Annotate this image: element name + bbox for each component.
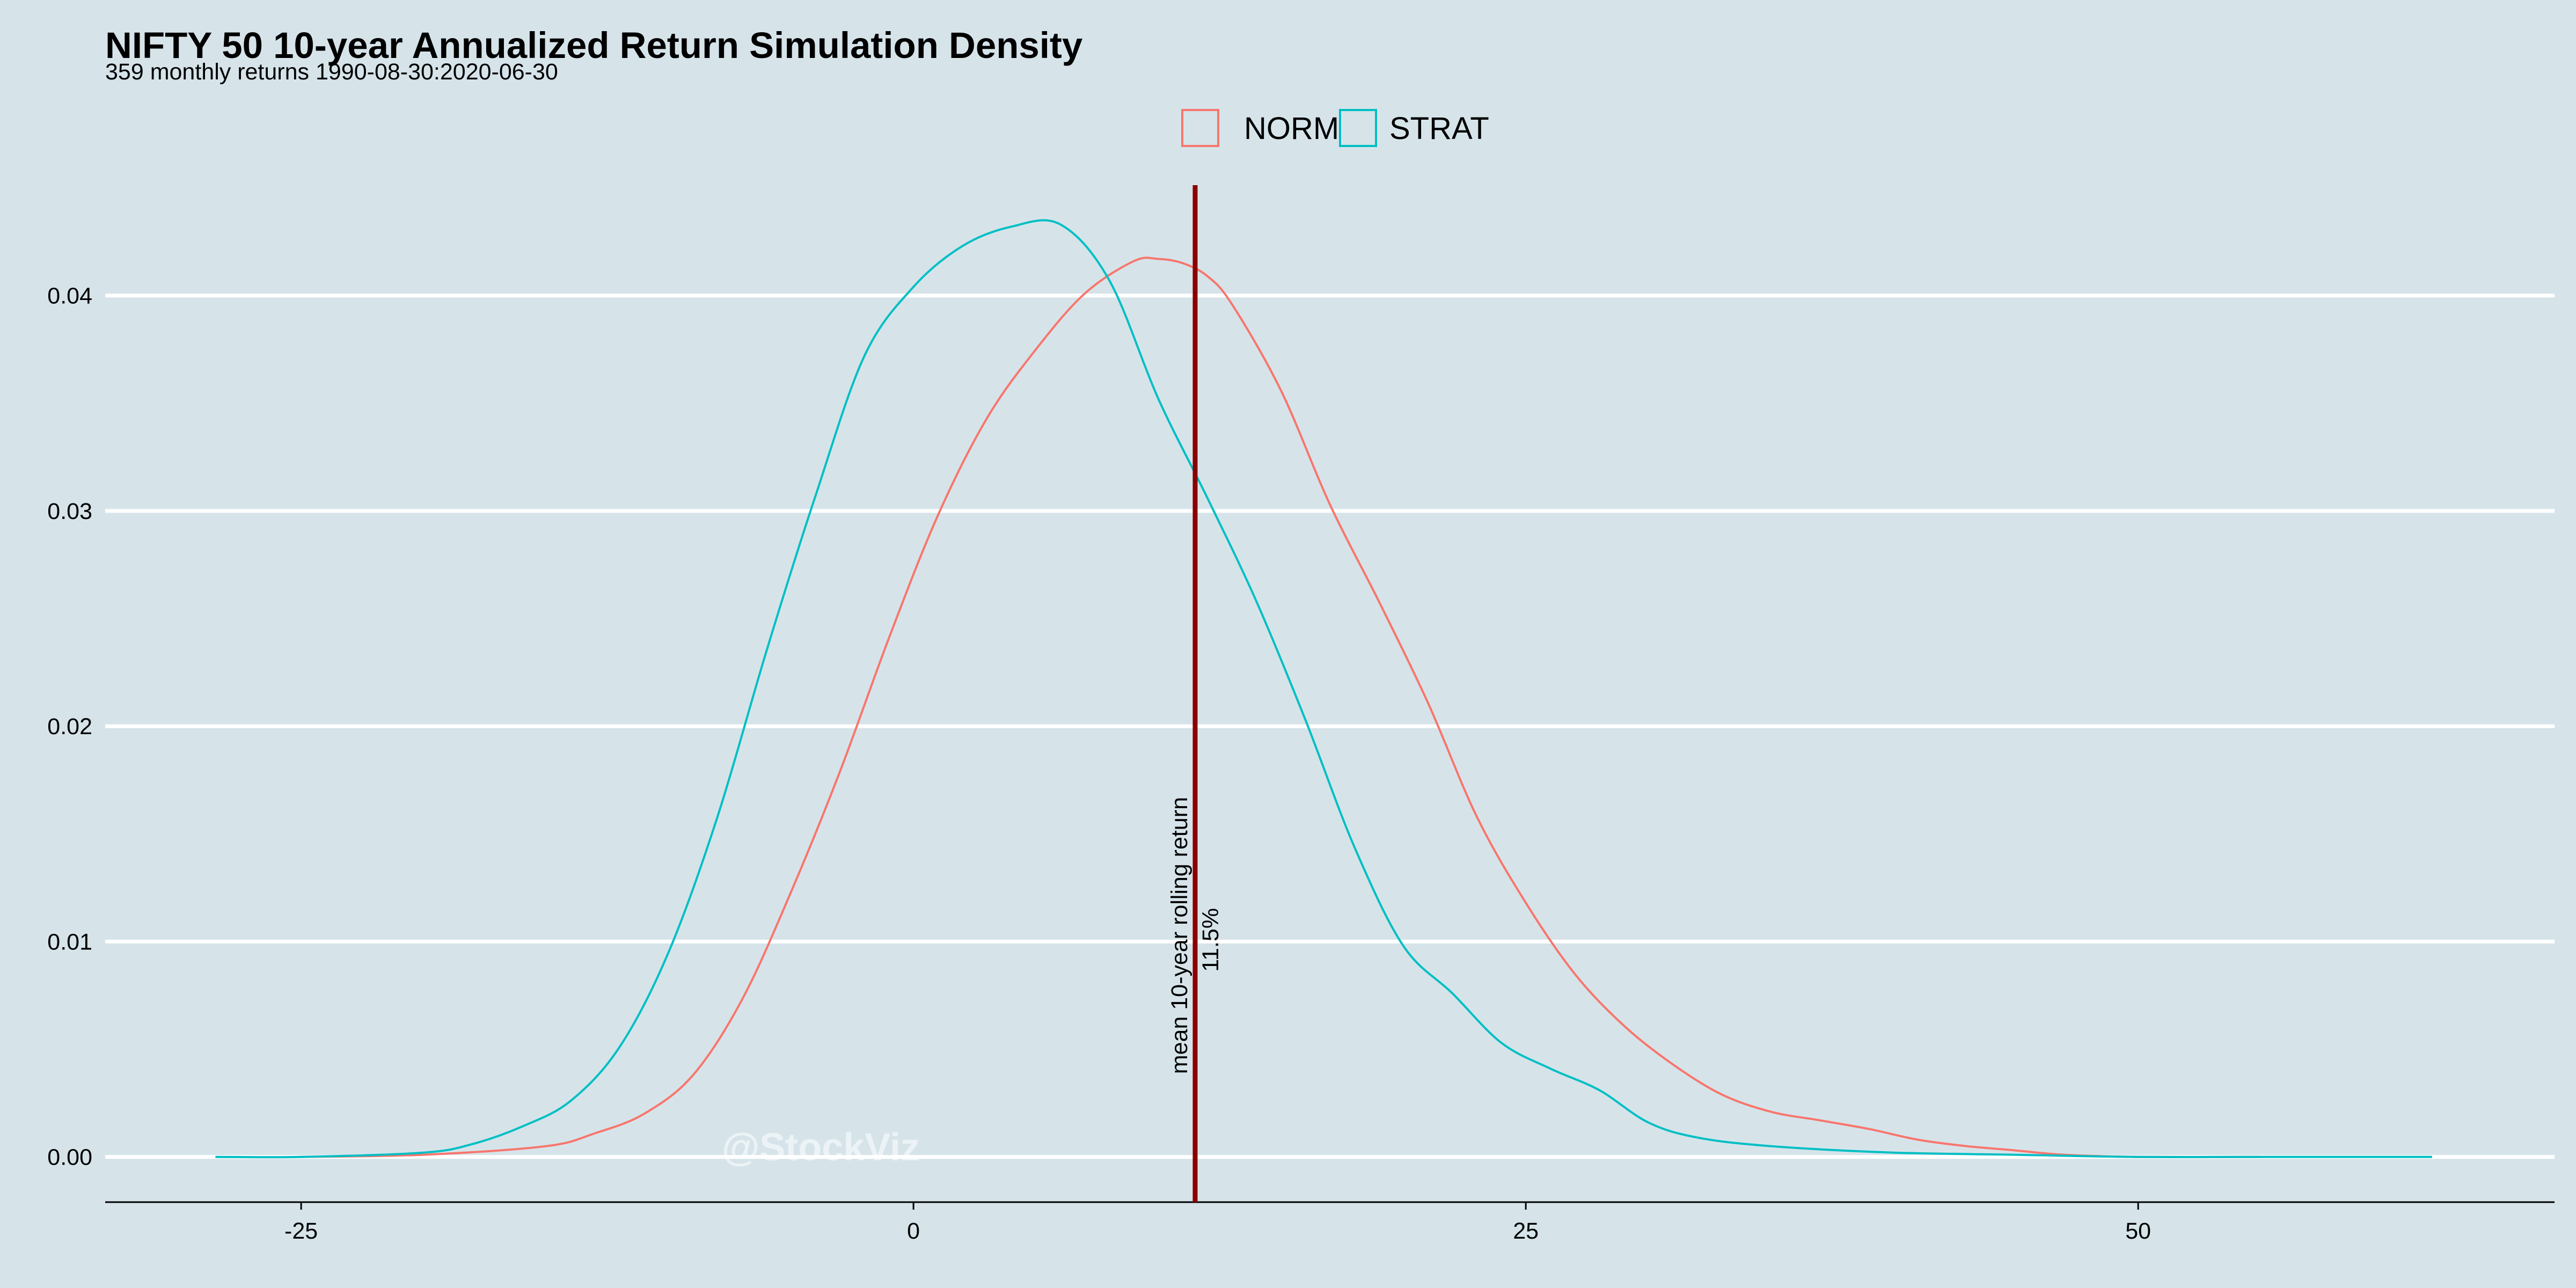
mean-line-label: mean 10-year rolling return bbox=[1167, 797, 1192, 1074]
series-lines bbox=[215, 219, 2432, 1159]
mean-value-label: 11.5% bbox=[1198, 908, 1224, 972]
series-line-strat bbox=[215, 219, 2432, 1159]
legend-key-norm bbox=[1181, 109, 1219, 147]
watermark: @StockViz bbox=[722, 1126, 920, 1169]
series-line-norm bbox=[301, 257, 2261, 1159]
legend: NORM STRAT bbox=[1181, 109, 1489, 147]
grid-lines bbox=[105, 294, 2555, 1159]
chart-subtitle: 359 monthly returns 1990-08-30:2020-06-3… bbox=[105, 59, 558, 85]
x-tick-label: 25 bbox=[1513, 1218, 1539, 1244]
y-tick-label: 0.01 bbox=[47, 929, 92, 955]
legend-key-strat bbox=[1339, 109, 1377, 147]
y-tick-label: 0.03 bbox=[47, 499, 92, 524]
x-tick-label: -25 bbox=[284, 1218, 318, 1244]
legend-label-norm: NORM bbox=[1244, 111, 1339, 146]
x-tick-label: 50 bbox=[2125, 1218, 2151, 1244]
chart-title: NIFTY 50 10-year Annualized Return Simul… bbox=[105, 25, 1082, 66]
mean-line-group: mean 10-year rolling return 11.5% bbox=[1167, 185, 1224, 1202]
axes: 0.00 0.01 0.02 0.03 0.04 -25 0 25 50 bbox=[47, 283, 2555, 1244]
y-tick-label: 0.04 bbox=[47, 283, 92, 309]
legend-label-strat: STRAT bbox=[1389, 111, 1489, 146]
y-tick-label: 0.02 bbox=[47, 714, 92, 740]
y-tick-label: 0.00 bbox=[47, 1145, 92, 1170]
x-tick-label: 0 bbox=[907, 1218, 920, 1244]
